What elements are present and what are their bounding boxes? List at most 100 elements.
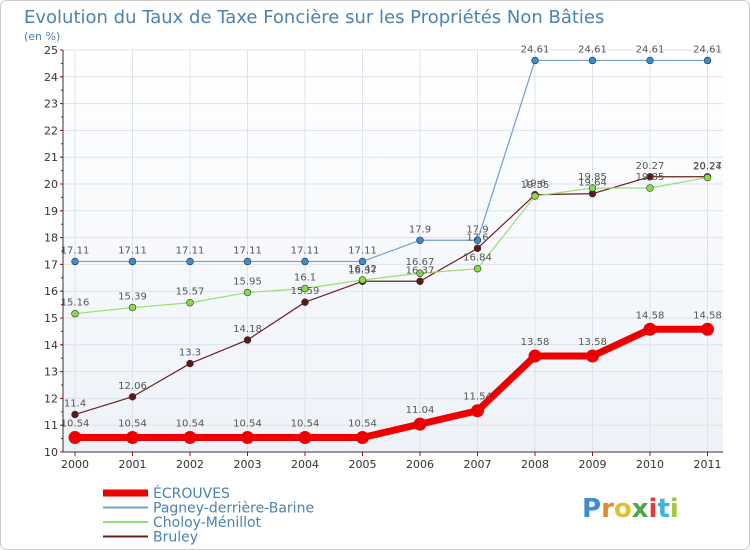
- data-point: [71, 310, 79, 318]
- logo-letter: P: [582, 494, 601, 524]
- y-tick-label: 24: [44, 71, 58, 84]
- data-point: [128, 257, 137, 266]
- data-point: [588, 56, 597, 65]
- data-label: 17.11: [291, 245, 320, 256]
- data-label: 24.61: [636, 44, 665, 55]
- x-tick-labels: 2000 2001 2002 2003 2004 2005 2006 2007 2008 2009…: [61, 458, 722, 471]
- data-label: 11.4: [64, 398, 86, 409]
- data-label: 19.6: [524, 179, 546, 190]
- data-point: [528, 349, 542, 363]
- series-line: [74, 176, 709, 315]
- data-label: 17.11: [176, 245, 205, 256]
- x-tick-label: 2008: [521, 458, 549, 471]
- data-label: 10.54: [291, 419, 320, 430]
- data-label: 17.9: [409, 224, 431, 235]
- data-point: [473, 236, 482, 244]
- data-label: 19.64: [578, 178, 607, 189]
- data-label: 13.58: [578, 337, 607, 348]
- series-2: [71, 56, 712, 266]
- series-line: [74, 59, 709, 263]
- data-point: [473, 264, 482, 273]
- y-tick-label: 12: [44, 392, 58, 405]
- logo-letter: x: [632, 494, 649, 524]
- data-label: 11.04: [406, 405, 435, 416]
- data-point: [531, 56, 539, 65]
- data-point: [301, 284, 309, 293]
- y-tick-label: 19: [44, 205, 58, 218]
- data-label: 20.27: [693, 161, 722, 172]
- y-tick-label: 25: [44, 44, 58, 57]
- data-point: [703, 56, 712, 65]
- data-label: 15.57: [176, 287, 205, 298]
- proxiti-logo: Proxiti: [582, 494, 679, 524]
- data-label: 15.39: [118, 292, 147, 303]
- data-point: [128, 393, 137, 401]
- data-label: 17.9: [466, 224, 488, 235]
- legend-label: ÉCROUVES: [153, 485, 230, 502]
- data-point: [243, 288, 252, 297]
- data-point: [586, 349, 599, 363]
- y-tick-label: 10: [44, 446, 58, 459]
- data-point: [68, 431, 82, 445]
- logo-letter: t: [657, 494, 669, 524]
- data-point: [701, 322, 714, 336]
- data-label: 17.11: [61, 245, 90, 256]
- chart-title: Evolution du Taux de Taxe Foncière sur l…: [24, 7, 604, 28]
- data-label: 13.3: [179, 348, 201, 359]
- data-point: [71, 257, 79, 266]
- data-point: [473, 244, 482, 253]
- data-point: [646, 184, 654, 192]
- data-label: 12.06: [118, 381, 147, 392]
- y-tick-label: 18: [44, 232, 58, 245]
- data-label: 10.54: [118, 419, 147, 430]
- data-label: 16.1: [294, 273, 316, 284]
- x-tick-label: 2007: [464, 458, 492, 471]
- data-point: [471, 404, 484, 418]
- data-point: [301, 257, 309, 266]
- data-label: 19.85: [578, 172, 607, 183]
- x-tick-label: 2001: [119, 458, 147, 471]
- legend-label: Pagney-derrière-Barine: [153, 501, 314, 517]
- data-point: [413, 417, 427, 431]
- data-point: [298, 431, 312, 445]
- data-point: [646, 56, 654, 65]
- data-labels: 11.4 12.06 13.3 14.18 15.59 16.37 16.37 17.6 19.…: [61, 44, 722, 429]
- series-3: [68, 322, 714, 445]
- logo-letter: i: [649, 494, 658, 524]
- data-label: 16.84: [463, 253, 492, 264]
- logo-letter: o: [614, 494, 632, 524]
- legend-label: Choloy-Ménillot: [153, 515, 262, 531]
- data-label: 14.58: [693, 310, 722, 321]
- y-tick-label: 15: [44, 312, 58, 325]
- y-tick-label: 11: [44, 419, 58, 432]
- data-point: [358, 276, 367, 284]
- x-tick-label: 2011: [694, 458, 722, 471]
- data-point: [588, 184, 597, 192]
- data-label: 10.54: [233, 419, 262, 430]
- data-label: 16.42: [348, 264, 377, 275]
- x-tick-label: 2000: [61, 458, 89, 471]
- data-point: [241, 431, 254, 445]
- data-label: 19.55: [521, 180, 550, 191]
- data-label: 24.61: [693, 44, 722, 55]
- data-point: [358, 257, 367, 266]
- plot-area: [63, 50, 723, 452]
- data-point: [186, 359, 194, 368]
- data-point: [703, 173, 712, 182]
- series-line: [74, 176, 709, 416]
- data-label: 24.61: [578, 44, 607, 55]
- data-label: 13.58: [521, 337, 550, 348]
- data-point: [126, 431, 139, 445]
- data-label: 19.85: [636, 172, 665, 183]
- y-axis-unit: (en %): [24, 30, 60, 43]
- data-point: [71, 410, 79, 419]
- x-tick-label: 2010: [636, 458, 664, 471]
- y-tick-label: 20: [44, 178, 58, 191]
- data-label: 17.11: [233, 245, 262, 256]
- data-point: [243, 257, 252, 266]
- data-point: [183, 431, 197, 445]
- y-tick-label: 13: [44, 366, 58, 379]
- data-label: 15.95: [233, 277, 262, 288]
- data-point: [186, 257, 194, 266]
